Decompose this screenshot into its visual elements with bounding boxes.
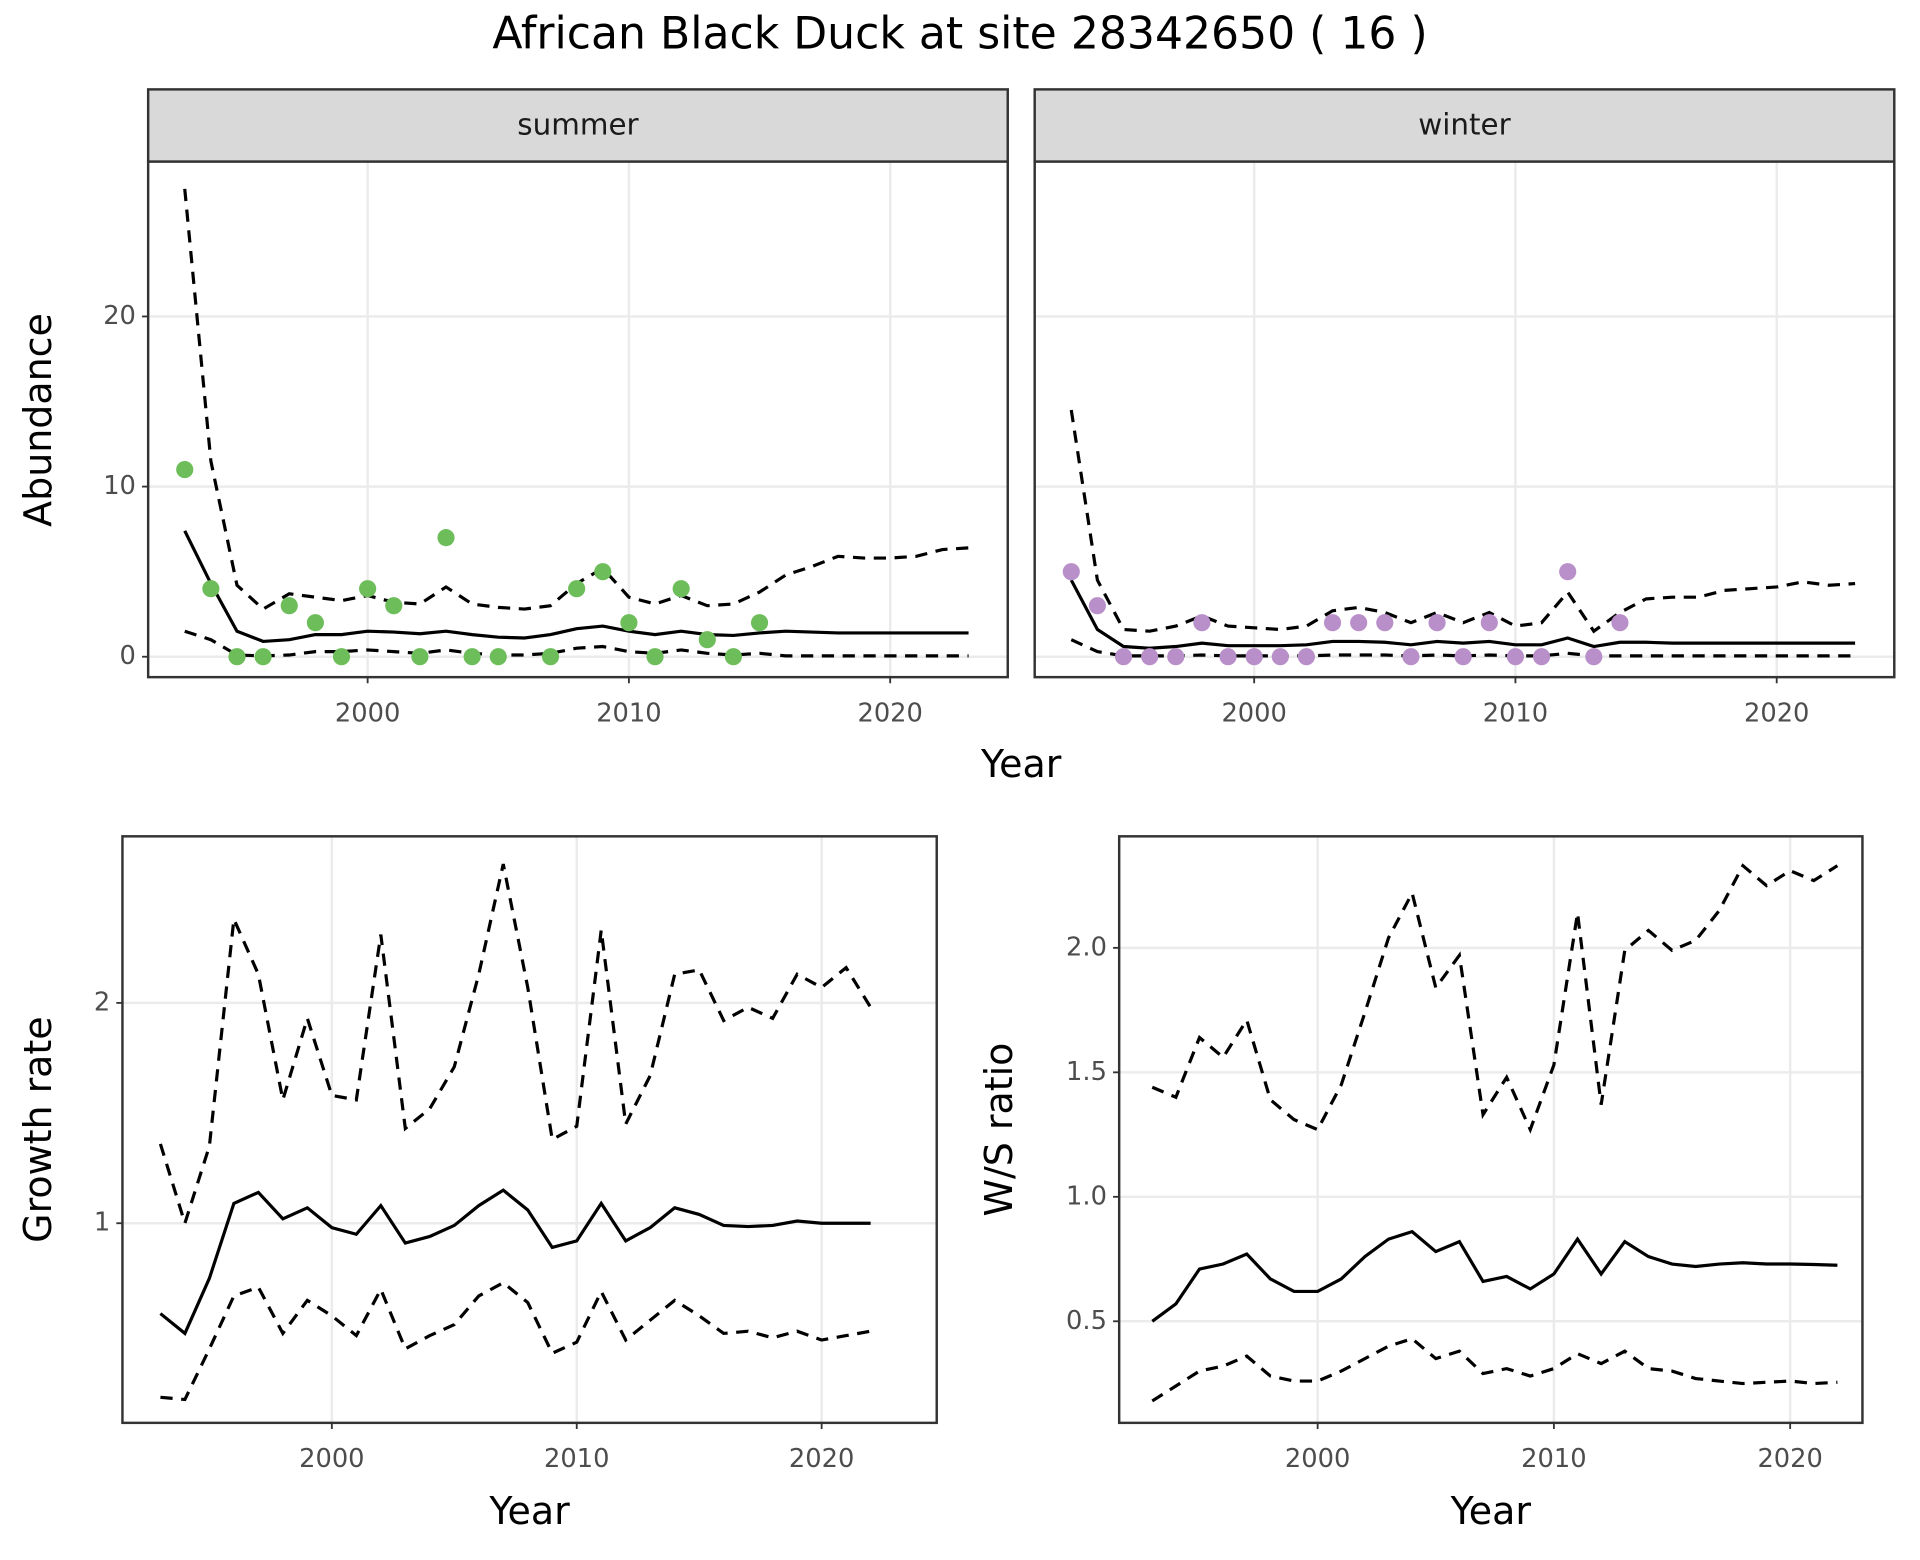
interval-line (1151, 863, 1839, 1134)
y-tick-label: 2 (94, 987, 110, 1017)
x-tick-label: 2010 (596, 698, 661, 728)
data-point (306, 614, 324, 632)
y-axis-title: Growth rate (16, 1016, 60, 1242)
data-point (1428, 614, 1446, 632)
interval-line (160, 1280, 871, 1402)
y-tick-label: 0.5 (1066, 1306, 1107, 1336)
data-point (411, 648, 429, 666)
data-point (1271, 648, 1289, 666)
data-point (359, 580, 377, 598)
data-point (332, 648, 351, 666)
data-point (568, 580, 586, 598)
data-point (541, 648, 560, 666)
data-point (228, 648, 246, 666)
interval-line (1069, 409, 1856, 634)
data-point (1402, 648, 1420, 666)
y-tick-label: 1.5 (1066, 1057, 1107, 1087)
data-point (724, 648, 742, 666)
mean-line (159, 1188, 871, 1336)
x-axis-title: Year (1450, 1489, 1532, 1533)
data-point (1141, 648, 1159, 666)
facet-strip (1033, 88, 1896, 163)
data-point (1062, 563, 1080, 581)
y-axis-title: Abundance (16, 313, 60, 527)
data-point (1114, 648, 1133, 666)
interval-line (158, 863, 872, 1229)
x-tick-label: 2020 (1757, 1444, 1822, 1474)
data-point (1585, 648, 1603, 666)
x-tick-label: 2000 (299, 1444, 364, 1474)
data-point (672, 580, 690, 598)
x-tick-label: 2020 (1744, 698, 1809, 728)
interval-line (184, 629, 969, 658)
y-tick-label: 1 (94, 1208, 110, 1238)
data-point (620, 614, 638, 632)
data-point (1167, 648, 1185, 666)
panel-background (148, 161, 1008, 678)
data-point (280, 597, 298, 615)
mean-line (1151, 1229, 1838, 1323)
y-tick-label: 20 (103, 301, 136, 331)
data-point (594, 563, 612, 581)
data-point (1532, 648, 1551, 666)
x-tick-label: 2020 (857, 698, 922, 728)
data-point (385, 597, 403, 615)
data-point (1559, 563, 1577, 581)
data-point (254, 648, 272, 666)
panel-background (122, 836, 937, 1423)
data-point (646, 648, 664, 666)
data-point (176, 461, 194, 479)
figure-title: African Black Duck at site 28342650 ( 16… (492, 9, 1427, 60)
data-point (1297, 648, 1315, 666)
data-point (1454, 648, 1472, 666)
data-point (698, 631, 716, 649)
y-tick-label: 10 (103, 471, 136, 501)
data-point (202, 580, 220, 598)
interval-line (1151, 1336, 1838, 1403)
data-point (1088, 597, 1106, 615)
x-axis-title: Year (980, 742, 1062, 786)
y-tick-label: 2.0 (1066, 932, 1107, 962)
panel-border (146, 160, 1009, 679)
facet-strip (146, 88, 1009, 163)
data-point (437, 529, 455, 547)
panel-border (1117, 835, 1864, 1425)
data-point (1506, 648, 1525, 666)
data-point (1245, 648, 1263, 666)
data-point (1193, 614, 1211, 632)
data-point (463, 648, 481, 666)
data-point (1350, 614, 1368, 632)
facet-label: winter (1418, 108, 1511, 142)
y-axis-title: W/S ratio (977, 1043, 1021, 1217)
x-axis-title: Year (488, 1489, 570, 1533)
data-point (489, 648, 507, 666)
mean-line (183, 530, 969, 644)
panel-background (1119, 836, 1863, 1423)
facet-label: summer (517, 108, 639, 142)
interval-line (1070, 638, 1856, 658)
data-point (1480, 614, 1498, 632)
panel-border (121, 835, 938, 1425)
y-tick-label: 0 (120, 641, 136, 671)
data-point (1323, 614, 1342, 632)
x-tick-label: 2000 (335, 698, 400, 728)
x-tick-label: 2010 (544, 1444, 609, 1474)
x-tick-label: 2010 (1521, 1444, 1586, 1474)
panel-background (1034, 161, 1895, 678)
data-point (1611, 614, 1629, 632)
x-tick-label: 2010 (1483, 698, 1548, 728)
data-point (750, 614, 769, 632)
mean-line (1069, 579, 1856, 650)
data-point (1376, 614, 1394, 632)
x-tick-label: 2020 (789, 1444, 854, 1474)
x-tick-label: 2000 (1285, 1444, 1350, 1474)
x-tick-label: 2000 (1221, 698, 1286, 728)
y-tick-label: 1.0 (1066, 1181, 1107, 1211)
data-point (1219, 648, 1237, 666)
panel-border (1033, 160, 1896, 679)
